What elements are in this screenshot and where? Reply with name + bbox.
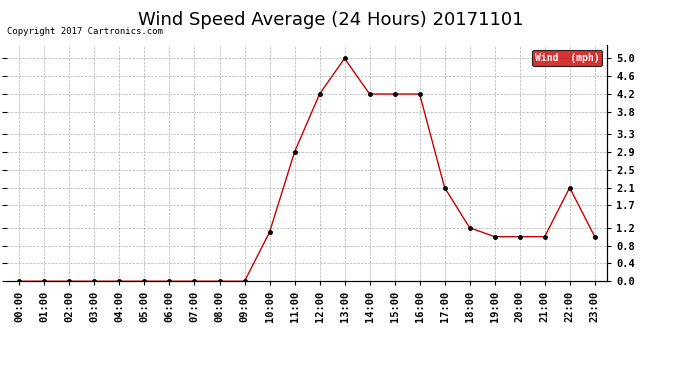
Text: Wind Speed Average (24 Hours) 20171101: Wind Speed Average (24 Hours) 20171101 [139,11,524,29]
Text: Copyright 2017 Cartronics.com: Copyright 2017 Cartronics.com [7,27,163,36]
Legend: Wind  (mph): Wind (mph) [532,50,602,66]
